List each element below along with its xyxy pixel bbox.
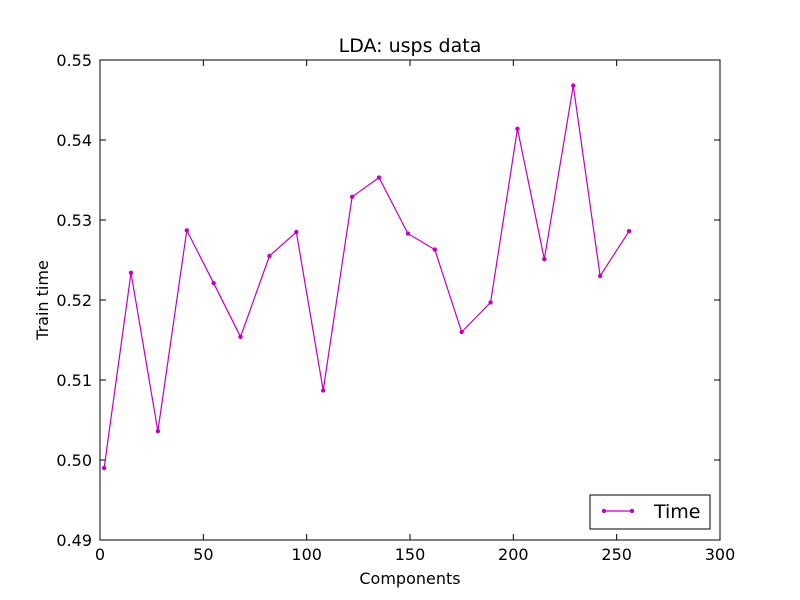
data-point [294, 229, 299, 235]
x-tick-label: 100 [291, 545, 322, 564]
data-point [515, 126, 520, 131]
plot-frame [99, 59, 721, 541]
data-point [405, 231, 411, 236]
series-layer [101, 83, 632, 471]
legend-marker [629, 508, 635, 514]
y-tick-label: 0.49 [56, 531, 92, 550]
plot-area [100, 60, 720, 540]
data-point [211, 281, 216, 286]
data-point [267, 253, 272, 259]
data-point [571, 83, 576, 88]
legend: Time [589, 494, 711, 530]
legend-marker [601, 508, 607, 514]
x-tick-label: 0 [95, 545, 105, 564]
data-point [128, 270, 134, 275]
x-tick-label: 50 [193, 545, 213, 564]
data-point [626, 229, 632, 234]
data-point [459, 329, 464, 335]
data-point [238, 334, 243, 339]
chart-title: LDA: usps data [339, 35, 482, 57]
y-tick-label: 0.54 [56, 131, 92, 150]
x-tick-label: 200 [498, 545, 529, 564]
data-point [155, 429, 161, 434]
ticks: 0 50 100 150 200 250 300 0.49 0.50 0.51 0.52 0.53 0.… [56, 51, 735, 564]
data-point [597, 273, 603, 279]
data-point [184, 228, 189, 233]
data-point [349, 194, 355, 199]
y-tick-label: 0.50 [56, 451, 92, 470]
y-tick-label: 0.55 [56, 51, 92, 70]
data-point [101, 465, 107, 471]
y-tick-label: 0.52 [56, 291, 92, 310]
x-tick-label: 150 [395, 545, 426, 564]
data-point [376, 175, 382, 180]
legend-label: Time [653, 501, 701, 523]
x-tick-label: 250 [601, 545, 632, 564]
y-tick-label: 0.51 [56, 371, 92, 390]
legend-box [589, 494, 711, 530]
y-tick-label: 0.53 [56, 211, 92, 230]
data-point [321, 388, 326, 393]
data-point [542, 257, 547, 262]
y-axis-title: Train time [33, 260, 52, 341]
series-line [103, 85, 630, 469]
data-point [488, 300, 493, 305]
data-point [432, 247, 437, 252]
x-axis-title: Components [359, 569, 460, 588]
x-tick-label: 300 [705, 545, 736, 564]
